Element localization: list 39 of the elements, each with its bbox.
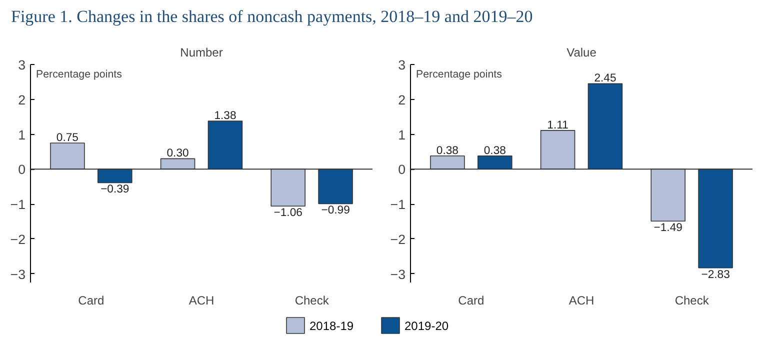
data-label: −1.06 bbox=[274, 207, 302, 220]
y-tick-label: 1 bbox=[398, 127, 406, 142]
y-tick-label: 2 bbox=[18, 92, 26, 108]
y-tick-label: −1 bbox=[10, 197, 26, 212]
data-label: 0.30 bbox=[166, 148, 189, 160]
y-tick-label: 1 bbox=[18, 127, 26, 142]
data-label: 1.38 bbox=[214, 110, 236, 122]
x-tick-label: Card bbox=[78, 294, 104, 308]
y-tick-label: 0 bbox=[18, 162, 26, 178]
data-label: −1.49 bbox=[654, 222, 682, 234]
y-tick-label: −2 bbox=[10, 232, 26, 247]
data-label: 0.75 bbox=[56, 132, 78, 144]
x-tick-label: ACH bbox=[568, 294, 594, 308]
data-label: 2.45 bbox=[594, 72, 616, 85]
y-tick-label: 3 bbox=[18, 58, 26, 72]
y-axis-title: Percentage points bbox=[36, 68, 122, 80]
y-axis-title: Percentage points bbox=[416, 68, 502, 80]
y-tick-label: −2 bbox=[390, 232, 406, 247]
chart-subtitle: Number bbox=[180, 46, 223, 60]
x-tick-label: ACH bbox=[188, 294, 214, 308]
data-label: 0.38 bbox=[484, 144, 506, 157]
legend-label: 2019-20 bbox=[404, 319, 449, 333]
x-tick-label: Card bbox=[458, 294, 484, 308]
y-tick-label: 0 bbox=[398, 162, 406, 178]
legend-label: 2018-19 bbox=[310, 319, 354, 333]
y-tick-label: −3 bbox=[10, 266, 26, 282]
y-tick-label: 2 bbox=[398, 92, 406, 108]
data-label: −2.83 bbox=[701, 268, 730, 281]
y-tick-label: −3 bbox=[390, 266, 406, 282]
data-label: −0.39 bbox=[100, 184, 130, 196]
data-label: 1.11 bbox=[547, 119, 568, 132]
chart-title: Figure 1. Changes in the shares of noncash payments, 2018–19 and 2019–20 bbox=[11, 6, 533, 28]
x-tick-label: Check bbox=[294, 294, 330, 308]
data-label: 0.38 bbox=[436, 144, 458, 157]
y-tick-label: 3 bbox=[398, 58, 406, 72]
chart-subtitle: Value bbox=[566, 46, 597, 60]
y-tick-label: −1 bbox=[390, 197, 406, 212]
x-tick-label: Check bbox=[674, 294, 710, 308]
data-label: −0.99 bbox=[321, 204, 350, 217]
